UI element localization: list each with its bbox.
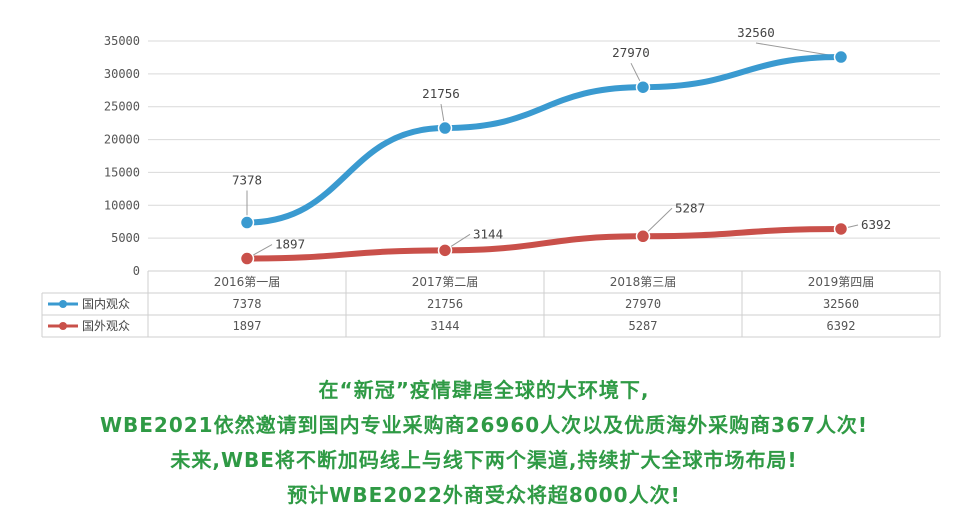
series-lines — [244, 54, 844, 262]
data-point — [635, 229, 651, 244]
series-line-1 — [244, 54, 844, 226]
data-point — [437, 120, 453, 136]
data-point — [635, 79, 651, 95]
data-point — [833, 221, 849, 237]
label-leader-lines — [246, 42, 859, 259]
y-tick-label: 0 — [133, 264, 140, 278]
y-tick-label: 10000 — [104, 198, 140, 212]
data-label: 27970 — [612, 45, 650, 60]
caption-line-4: 预计WBE2022外商受众将超8000人次! — [287, 483, 681, 507]
table-cell: 7378 — [233, 297, 262, 311]
data-point — [833, 49, 849, 65]
y-tick-label: 15000 — [104, 165, 140, 179]
y-tick-label: 25000 — [104, 100, 140, 114]
legend-key-marker — [59, 322, 67, 330]
y-tick-label: 30000 — [104, 67, 140, 81]
legend-entry: 国内观众 — [82, 297, 130, 311]
data-point — [239, 251, 255, 266]
data-points — [239, 49, 849, 266]
y-axis-ticks: 0 5000 10000 15000 20000 25000 30000 35000 — [104, 34, 140, 278]
series-line-2 — [244, 225, 844, 262]
table-cell: 27970 — [625, 297, 661, 311]
y-tick-label: 20000 — [104, 133, 140, 147]
grid-lines — [148, 40, 940, 272]
y-tick-label: 35000 — [104, 34, 140, 48]
data-label: 6392 — [861, 217, 891, 232]
data-label: 3144 — [473, 226, 503, 241]
data-point — [437, 243, 453, 258]
line-chart: 0 5000 10000 15000 20000 25000 30000 35000 7378… — [41, 25, 941, 338]
table-cell: 21756 — [427, 297, 463, 311]
x-category-label: 2016第一届 — [214, 275, 281, 289]
table-cell: 6392 — [827, 319, 856, 333]
data-label: 32560 — [737, 25, 775, 40]
table-cell: 32560 — [823, 297, 859, 311]
x-category-label: 2019第四届 — [808, 275, 875, 289]
x-category-label: 2018第三届 — [610, 275, 677, 289]
caption-line-3: 未来,WBE将不断加码线上与线下两个渠道,持续扩大全球市场布局! — [170, 448, 798, 472]
caption-line-1: 在“新冠”疫情肆虐全球的大环境下, — [318, 378, 650, 402]
data-label: 21756 — [422, 86, 460, 101]
table-cell: 3144 — [431, 319, 460, 333]
y-tick-label: 5000 — [111, 231, 140, 245]
data-labels: 7378 21756 27970 32560 1897 3144 5287 6392 — [232, 25, 891, 251]
table-cell: 5287 — [629, 319, 658, 333]
caption-line-2: WBE2021依然邀请到国内专业采购商26960人次以及优质海外采购商367人次… — [99, 413, 869, 437]
legend-entry: 国外观众 — [82, 319, 130, 333]
data-point — [239, 215, 255, 230]
data-label: 7378 — [232, 173, 262, 188]
table-cell: 1897 — [233, 319, 262, 333]
x-category-label: 2017第二届 — [412, 275, 479, 289]
legend-key-marker — [59, 300, 67, 308]
data-label: 1897 — [275, 237, 305, 252]
data-label: 5287 — [675, 200, 705, 215]
